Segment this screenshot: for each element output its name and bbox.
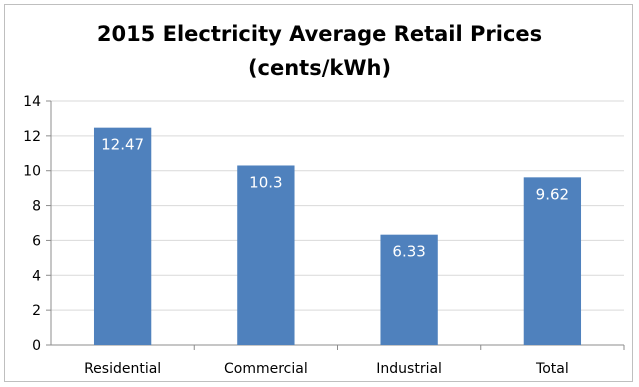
y-tick-label: 8 [32, 199, 41, 215]
category-label-commercial: Commercial [224, 361, 308, 377]
data-label-residential: 12.47 [101, 136, 144, 154]
data-labels: 12.47 10.3 6.33 9.62 [101, 136, 569, 261]
y-axis-ticks: 0 2 4 6 8 10 12 14 [23, 94, 41, 354]
chart-subtitle: (cents/kWh) [247, 56, 392, 80]
x-axis-categories: Residential Commercial Industrial Total [84, 361, 569, 377]
bars [93, 127, 582, 345]
y-tick-label: 14 [23, 94, 41, 110]
y-tick-label: 4 [32, 268, 41, 284]
category-label-industrial: Industrial [376, 361, 442, 377]
bar-commercial [237, 165, 295, 345]
chart-title: 2015 Electricity Average Retail Prices [96, 22, 543, 46]
y-tick-label: 2 [32, 303, 41, 319]
bar-total [523, 177, 582, 345]
y-tick-label: 10 [23, 164, 41, 180]
y-tick-label: 0 [32, 338, 41, 354]
data-label-industrial: 6.33 [392, 243, 425, 261]
data-label-commercial: 10.3 [249, 173, 282, 191]
y-tick-label: 12 [23, 129, 41, 145]
bar-industrial [380, 234, 438, 345]
data-label-total: 9.62 [536, 185, 569, 203]
y-tick-label: 6 [32, 233, 41, 249]
category-label-total: Total [535, 361, 569, 377]
bar-residential [93, 127, 152, 345]
category-label-residential: Residential [84, 361, 161, 377]
